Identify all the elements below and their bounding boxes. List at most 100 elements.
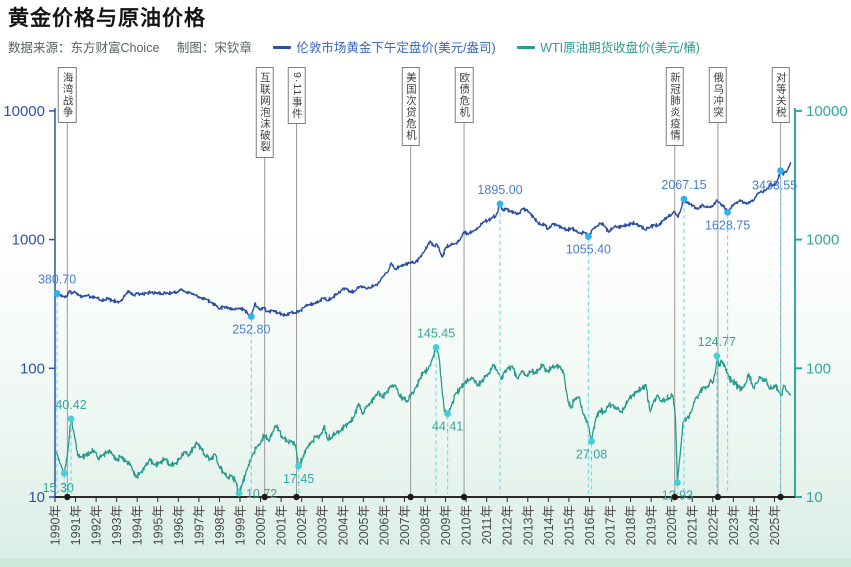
meta-row: 数据来源：东方财富Choice 制图：宋钦章 伦敦市场黄金下午定盘价(美元/盎司… <box>8 37 700 56</box>
x-axis-year-label: 2025年 <box>768 505 782 545</box>
data-point-label: 17.45 <box>283 472 314 486</box>
gold-price-line <box>54 162 792 318</box>
event-anchor-dot <box>460 493 468 501</box>
x-axis-year-label: 2005年 <box>357 505 371 545</box>
data-point-marker <box>713 352 721 360</box>
x-axis-year-label: 1993年 <box>110 505 124 545</box>
event-anchor-dot <box>261 493 268 501</box>
x-axis-year-label: 2006年 <box>377 505 391 545</box>
data-point-marker <box>588 437 595 445</box>
x-axis-year-label: 2023年 <box>727 505 741 545</box>
data-point-label: 124.77 <box>698 335 736 349</box>
x-axis-year-label: 2014年 <box>542 505 556 545</box>
x-axis-year-label: 1996年 <box>172 505 186 545</box>
x-axis-year-label: 2002年 <box>295 505 309 545</box>
data-point-marker <box>585 233 592 240</box>
x-axis-year-label: 1998年 <box>213 505 227 545</box>
data-source-label: 数据来源：东方财富Choice <box>8 41 160 55</box>
x-axis-year-label: 2009年 <box>439 505 453 545</box>
x-axis-year-label: 1991年 <box>69 505 83 545</box>
x-axis-year-label: 2015年 <box>562 505 576 545</box>
data-point-marker <box>295 462 302 470</box>
event-anchor-dot <box>714 493 722 501</box>
x-axis-year-label: 1999年 <box>234 505 248 545</box>
data-point-label: 27.08 <box>576 447 607 461</box>
x-axis-year-label: 2011年 <box>480 505 494 544</box>
page-title: 黄金价格与原油价格 <box>8 7 206 30</box>
legend-item-wti[interactable]: WTI原油期货收盘价(美元/桶) <box>517 41 700 55</box>
event-label-box: 9·11事件 <box>287 67 306 125</box>
event-anchor-dot <box>777 493 784 501</box>
data-point-marker <box>680 195 688 203</box>
data-point-marker <box>444 410 452 418</box>
data-point-label: 145.45 <box>417 326 455 340</box>
data-point-label: 3433.55 <box>752 179 797 193</box>
legend-gold-label: 伦敦市场黄金下午定盘价(美元/盎司) <box>296 41 496 55</box>
right-axis-tick-label: 10 <box>806 489 823 506</box>
right-axis-tick-label: 100 <box>806 360 831 377</box>
x-axis-year-label: 2017年 <box>604 505 618 545</box>
footer-strip <box>0 559 851 567</box>
x-axis-year-label: 2019年 <box>645 505 659 545</box>
x-axis-year-label: 2001年 <box>275 505 289 545</box>
data-point-label: 380.70 <box>38 273 76 287</box>
data-point-label: 252.80 <box>232 322 270 336</box>
x-axis-year-label: 2010年 <box>460 505 474 545</box>
x-axis-year-label: 1994年 <box>131 505 145 545</box>
event-dots <box>64 493 784 501</box>
event-label-box: 互联网泡沫破裂 <box>255 67 274 158</box>
event-label-box: 对等关税 <box>771 67 790 123</box>
x-axis-year-label: 1990年 <box>49 505 63 545</box>
right-axis-tick-label: 10000 <box>806 103 848 120</box>
legend-wti-label: WTI原油期货收盘价(美元/桶) <box>540 41 700 55</box>
x-axis-year-label: 2004年 <box>336 505 350 545</box>
x-axis-year-label: 2022年 <box>706 505 720 545</box>
event-label-box: 新冠肺炎疫情 <box>665 67 684 146</box>
event-anchor-dot <box>671 493 678 501</box>
x-axis-year-label: 2020年 <box>665 505 679 545</box>
data-point-marker <box>247 313 255 320</box>
gold-line-dash-icon <box>273 46 292 50</box>
data-point-label: 1895.00 <box>477 183 522 197</box>
x-axis-year-label: 2008年 <box>419 505 433 545</box>
data-point-marker <box>432 343 440 351</box>
x-axis-year-label: 2021年 <box>686 505 700 545</box>
data-point-label: 44.41 <box>432 420 463 434</box>
data-point-marker <box>235 489 243 497</box>
axes: 10 10 100 100 1000 1000 10000 10000 1990年 1991年 19… <box>3 103 847 545</box>
x-axis-year-label: 2024年 <box>747 505 761 545</box>
event-anchor-dot <box>64 493 71 501</box>
event-label-box: 美国次贷危机 <box>401 67 420 146</box>
data-point-label: 15.30 <box>43 481 74 495</box>
data-point-marker <box>674 479 681 487</box>
event-anchor-dot <box>407 493 414 501</box>
left-axis-tick-label: 100 <box>20 360 45 377</box>
event-anchor-dot <box>293 493 300 501</box>
x-axis-year-label: 2016年 <box>583 505 597 545</box>
legend-item-gold[interactable]: 伦敦市场黄金下午定盘价(美元/盎司) <box>273 41 496 55</box>
data-point-label: 1628.75 <box>705 218 750 232</box>
x-axis-year-label: 2018年 <box>624 505 638 545</box>
data-point-label: 1055.40 <box>566 243 611 257</box>
event-label-box: 欧债危机 <box>454 67 474 123</box>
data-point-marker <box>496 200 504 208</box>
x-axis-year-label: 2012年 <box>501 505 515 545</box>
right-axis-tick-label: 1000 <box>806 232 839 249</box>
data-point-label: 2067.15 <box>661 178 706 192</box>
x-axis-year-label: 1992年 <box>90 505 104 545</box>
data-point-marker <box>67 415 75 423</box>
data-point-label: 10.72 <box>246 487 277 501</box>
x-axis-year-label: 2000年 <box>254 505 268 545</box>
event-label-box: 海湾战争 <box>58 67 77 123</box>
event-label-box: 俄乌冲突 <box>708 67 728 123</box>
wti-price-line <box>54 346 792 494</box>
x-axis-year-label: 2007年 <box>398 505 412 545</box>
data-point-label: 40.42 <box>55 398 86 412</box>
data-point-marker <box>53 290 61 297</box>
value-annotations: 380.70 252.80 1895.00 1055.40 2067.15 1628.75… <box>38 167 797 503</box>
left-axis-tick-label: 1000 <box>12 232 45 249</box>
chart-author-label: 制图：宋钦章 <box>176 41 252 55</box>
left-axis-tick-label: 10000 <box>3 103 45 120</box>
